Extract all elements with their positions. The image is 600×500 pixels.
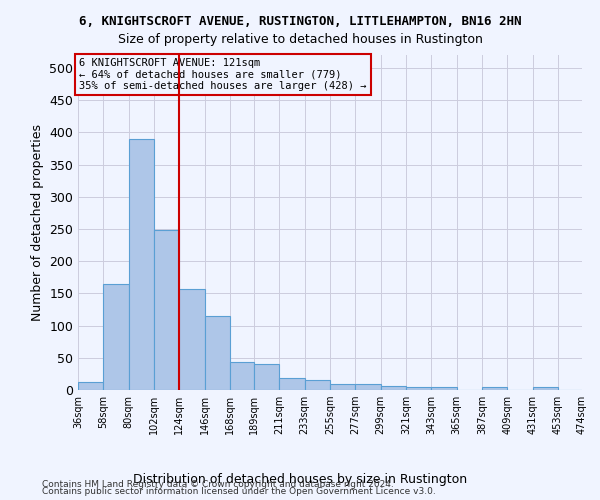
Text: Distribution of detached houses by size in Rustington: Distribution of detached houses by size … (133, 472, 467, 486)
Y-axis label: Number of detached properties: Number of detached properties (31, 124, 44, 321)
Bar (431, 388, 457, 390)
Bar (78, 382, 103, 390)
Bar (380, 386, 406, 390)
Bar (254, 364, 280, 390)
Bar (305, 380, 330, 390)
Bar (406, 387, 431, 390)
Text: 6 KNIGHTSCROFT AVENUE: 121sqm
← 64% of detached houses are smaller (779)
35% of : 6 KNIGHTSCROFT AVENUE: 121sqm ← 64% of d… (79, 58, 367, 91)
Text: Contains HM Land Registry data © Crown copyright and database right 2024.: Contains HM Land Registry data © Crown c… (42, 480, 394, 489)
Bar (128, 138, 154, 390)
Bar (533, 387, 558, 390)
Text: Contains public sector information licensed under the Open Government Licence v3: Contains public sector information licen… (42, 487, 436, 496)
Bar (103, 284, 128, 390)
Bar (330, 384, 355, 390)
Text: Size of property relative to detached houses in Rustington: Size of property relative to detached ho… (118, 32, 482, 46)
Bar (355, 384, 380, 390)
Bar (205, 316, 230, 390)
Bar (230, 362, 254, 390)
Bar (154, 230, 179, 390)
Bar (482, 387, 507, 390)
Bar (280, 378, 305, 390)
Bar (179, 289, 205, 390)
Text: 6, KNIGHTSCROFT AVENUE, RUSTINGTON, LITTLEHAMPTON, BN16 2HN: 6, KNIGHTSCROFT AVENUE, RUSTINGTON, LITT… (79, 15, 521, 28)
